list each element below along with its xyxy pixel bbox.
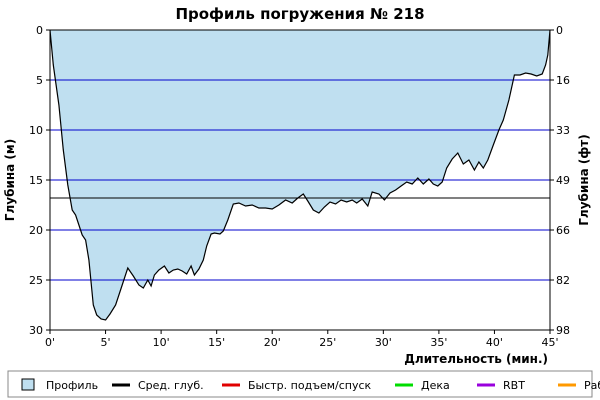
legend-swatch-box bbox=[21, 378, 35, 391]
x-tick-label: 40' bbox=[486, 336, 503, 349]
legend-label: Сред. глуб. bbox=[138, 379, 204, 392]
y-right-tick-label: 66 bbox=[556, 224, 570, 237]
profile-area bbox=[50, 30, 550, 320]
y-right-tick-label: 82 bbox=[556, 274, 570, 287]
legend: Профиль Сред. глуб. Быстр. подъем/спуск Дек… bbox=[7, 370, 600, 398]
y-right-tick-label: 98 bbox=[556, 324, 570, 337]
legend-label: Раб. bbox=[584, 379, 600, 392]
y-right-tick-label: 16 bbox=[556, 74, 570, 87]
x-tick-label: 30' bbox=[375, 336, 392, 349]
x-tick-label: 25' bbox=[319, 336, 336, 349]
x-tick-label: 45' bbox=[541, 336, 558, 349]
y-axis-left-ticks: 0 5 10 15 20 25 30 bbox=[29, 24, 50, 337]
y-right-tick-label: 0 bbox=[556, 24, 563, 37]
x-tick-label: 10' bbox=[153, 336, 170, 349]
x-tick-label: 20' bbox=[264, 336, 281, 349]
x-tick-label: 5' bbox=[101, 336, 111, 349]
x-tick-label: 0' bbox=[45, 336, 55, 349]
legend-label: Профиль bbox=[46, 379, 98, 392]
chart-title: Профиль погружения № 218 bbox=[175, 5, 424, 23]
x-tick-label: 15' bbox=[208, 336, 225, 349]
legend-label: RBT bbox=[503, 379, 525, 392]
y-left-tick-label: 25 bbox=[29, 274, 43, 287]
y-left-tick-label: 10 bbox=[29, 124, 43, 137]
plot-area bbox=[49, 29, 551, 331]
y-right-tick-label: 49 bbox=[556, 174, 570, 187]
x-tick-label: 35' bbox=[430, 336, 447, 349]
y-left-tick-label: 30 bbox=[29, 324, 43, 337]
y-axis-right-ticks: 0 16 33 49 66 82 98 bbox=[550, 24, 570, 337]
x-axis-label: Длительность (мин.) bbox=[404, 352, 548, 366]
y-left-tick-label: 0 bbox=[36, 24, 43, 37]
legend-label: Дека bbox=[421, 379, 450, 392]
x-axis-ticks: 0' 5' 10' 15' 20' 25' 30' 35' 40' 45' bbox=[45, 330, 559, 349]
y-left-tick-label: 15 bbox=[29, 174, 43, 187]
y-right-tick-label: 33 bbox=[556, 124, 570, 137]
y-axis-left-label: Глубина (м) bbox=[3, 139, 17, 221]
profile-line bbox=[49, 29, 551, 321]
legend-label: Быстр. подъем/спуск bbox=[248, 379, 372, 392]
y-axis-right-label: Глубина (фт) bbox=[577, 134, 591, 225]
y-left-tick-label: 5 bbox=[36, 74, 43, 87]
y-left-tick-label: 20 bbox=[29, 224, 43, 237]
